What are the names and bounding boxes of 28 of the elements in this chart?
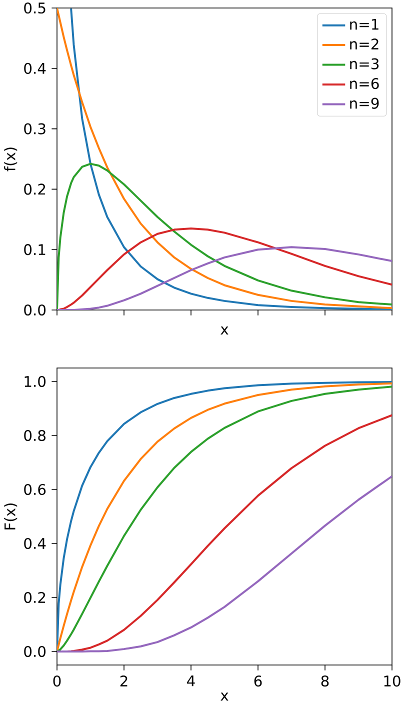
- x-tick-label: 4: [187, 675, 195, 686]
- x-tick-label: 10: [384, 675, 400, 687]
- y-tick-label: 0.4: [24, 538, 46, 550]
- legend-label: n=3: [350, 58, 379, 70]
- legend-label: n=2: [350, 38, 378, 50]
- y-tick-label: 0.0: [24, 646, 46, 658]
- y-tick-label: 0.3: [24, 123, 46, 134]
- x-tick-label: 0: [53, 675, 61, 687]
- y-tick-label: 0.6: [24, 484, 46, 496]
- x-axis-title: x: [220, 326, 228, 335]
- y-tick-label: 0.2: [24, 592, 46, 604]
- x-tick-label: 8: [321, 675, 329, 687]
- x-axis-title: x: [220, 692, 228, 701]
- x-tick-label: 2: [120, 675, 128, 686]
- y-tick-label: 0.4: [24, 62, 46, 74]
- y-tick-label: 0.1: [24, 244, 46, 256]
- y-axis-title: F(x): [4, 503, 18, 530]
- y-tick-label: 1.0: [24, 376, 46, 388]
- legend-label: n=6: [350, 78, 379, 90]
- x-tick-label: 6: [254, 675, 262, 687]
- y-axis-title: f(x): [4, 148, 18, 172]
- y-tick-label: 0.2: [24, 184, 46, 195]
- legend-label: n=1: [350, 18, 378, 30]
- y-tick-label: 0.5: [24, 2, 46, 14]
- y-tick-label: 0.8: [24, 430, 46, 442]
- legend-label: n=9: [350, 98, 379, 109]
- y-tick-label: 0.0: [24, 304, 46, 316]
- line-series: [57, 162, 392, 310]
